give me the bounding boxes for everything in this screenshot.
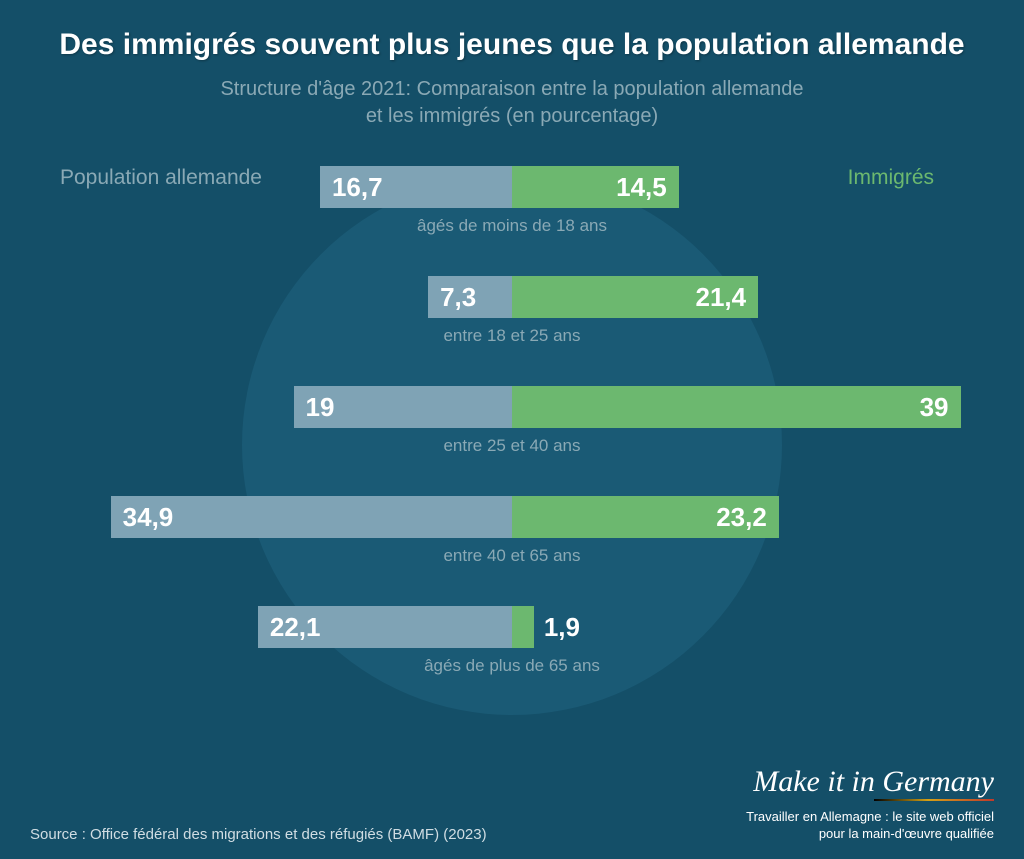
bar-right-value: 1,9	[544, 612, 580, 643]
bar-row: 34,9 23,2 entre 40 et 65 ans	[30, 496, 994, 566]
bar-left: 19	[294, 386, 513, 428]
chart-area: 16,7 14,5 âgés de moins de 18 ans 7,3 21,4 en…	[30, 156, 994, 716]
row-category-label: âgés de plus de 65 ans	[30, 656, 994, 676]
bar-left-value: 19	[306, 392, 335, 423]
chart-subtitle: Structure d'âge 2021: Comparaison entre …	[30, 76, 994, 130]
row-category-label: entre 18 et 25 ans	[30, 326, 994, 346]
bar-right-value: 21,4	[695, 282, 746, 313]
source-text: Source : Office fédéral des migrations e…	[30, 826, 487, 843]
row-category-label: entre 40 et 65 ans	[30, 546, 994, 566]
bar-right: 1,9	[512, 606, 534, 648]
brand-block: Make it in Germany Travailler en Allemag…	[746, 767, 994, 843]
bar-container: 22,1 1,9	[30, 606, 994, 648]
brand-tagline: Travailler en Allemagne : le site web of…	[746, 809, 994, 843]
brand-logo-text: Make it in Germany	[746, 767, 994, 797]
bar-right: 21,4	[512, 276, 758, 318]
subtitle-line-1: Structure d'âge 2021: Comparaison entre …	[220, 78, 803, 100]
brand-sub-line-1: Travailler en Allemagne : le site web of…	[746, 809, 994, 824]
bar-left: 22,1	[258, 606, 512, 648]
chart-title: Des immigrés souvent plus jeunes que la …	[30, 28, 994, 62]
bar-row: 16,7 14,5 âgés de moins de 18 ans	[30, 166, 994, 236]
bar-container: 7,3 21,4	[30, 276, 994, 318]
brand-underline	[874, 799, 994, 801]
bar-left-value: 22,1	[270, 612, 321, 643]
bar-container: 34,9 23,2	[30, 496, 994, 538]
bar-container: 16,7 14,5	[30, 166, 994, 208]
subtitle-line-2: et les immigrés (en pourcentage)	[366, 105, 658, 127]
bar-right: 14,5	[512, 166, 679, 208]
row-category-label: entre 25 et 40 ans	[30, 436, 994, 456]
brand-sub-line-2: pour la main-d'œuvre qualifiée	[819, 826, 994, 841]
bar-right: 23,2	[512, 496, 779, 538]
content-area: Des immigrés souvent plus jeunes que la …	[0, 0, 1024, 716]
bar-left-value: 34,9	[123, 502, 174, 533]
bar-right-value: 14,5	[616, 172, 667, 203]
bar-right-value: 39	[920, 392, 949, 423]
bar-row: 7,3 21,4 entre 18 et 25 ans	[30, 276, 994, 346]
bar-left: 34,9	[111, 496, 512, 538]
bar-row: 1939entre 25 et 40 ans	[30, 386, 994, 456]
bar-left-value: 16,7	[332, 172, 383, 203]
bar-row: 22,1 1,9 âgés de plus de 65 ans	[30, 606, 994, 676]
bar-left: 7,3	[428, 276, 512, 318]
bar-right-value: 23,2	[716, 502, 767, 533]
bar-left: 16,7	[320, 166, 512, 208]
bar-left-value: 7,3	[440, 282, 476, 313]
bar-right: 39	[512, 386, 961, 428]
bar-container: 1939	[30, 386, 994, 428]
row-category-label: âgés de moins de 18 ans	[30, 216, 994, 236]
